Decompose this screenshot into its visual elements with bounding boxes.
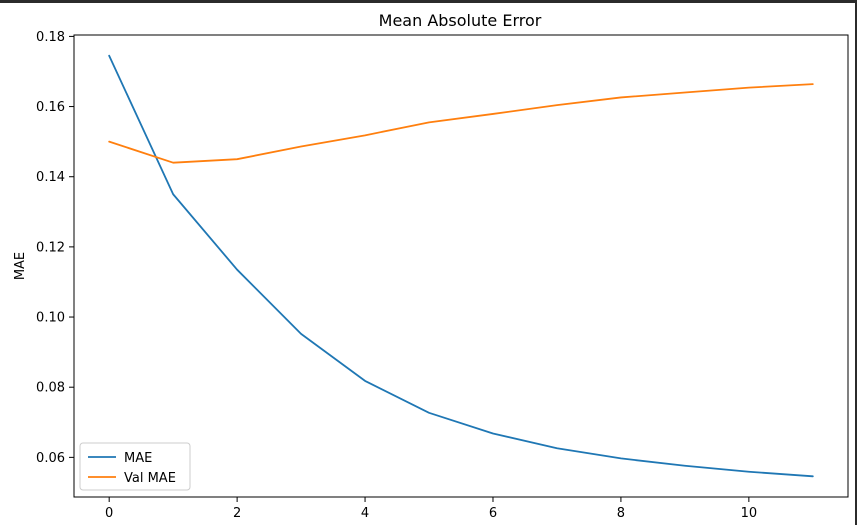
y-tick-label: 0.12: [36, 240, 65, 255]
legend-label-0: MAE: [124, 451, 152, 466]
y-tick-label: 0.10: [36, 311, 65, 326]
series-line-0: [108, 54, 814, 478]
plot-area-frame: [73, 34, 849, 498]
y-tick-label: 0.16: [36, 100, 65, 115]
x-tick-label: 6: [489, 506, 497, 521]
legend-box: [79, 442, 191, 491]
x-tick-label: 4: [361, 506, 369, 521]
series-line-1: [108, 83, 814, 164]
y-tick-label: 0.18: [36, 30, 65, 45]
x-tick-label: 10: [741, 506, 758, 521]
y-tick-label: 0.06: [36, 451, 65, 466]
legend-label-1: Val MAE: [124, 471, 176, 486]
y-tick-label: 0.08: [36, 381, 65, 396]
x-axis-ticks: 0 2 4 6 8 10: [105, 497, 757, 521]
y-axis-ticks: 0.06 0.08 0.10 0.12 0.14 0.16 0.18: [36, 30, 74, 466]
legend: MAE Val MAE: [79, 442, 191, 491]
window-right-border: [855, 0, 857, 525]
x-tick-label: 2: [233, 506, 241, 521]
chart-title: Mean Absolute Error: [379, 11, 542, 30]
x-tick-label: 8: [617, 506, 625, 521]
series-layer: [108, 54, 814, 478]
x-tick-label: 0: [105, 506, 113, 521]
y-axis-label: MAE: [13, 252, 28, 280]
y-tick-label: 0.14: [36, 170, 65, 185]
window-top-border: [0, 0, 857, 3]
